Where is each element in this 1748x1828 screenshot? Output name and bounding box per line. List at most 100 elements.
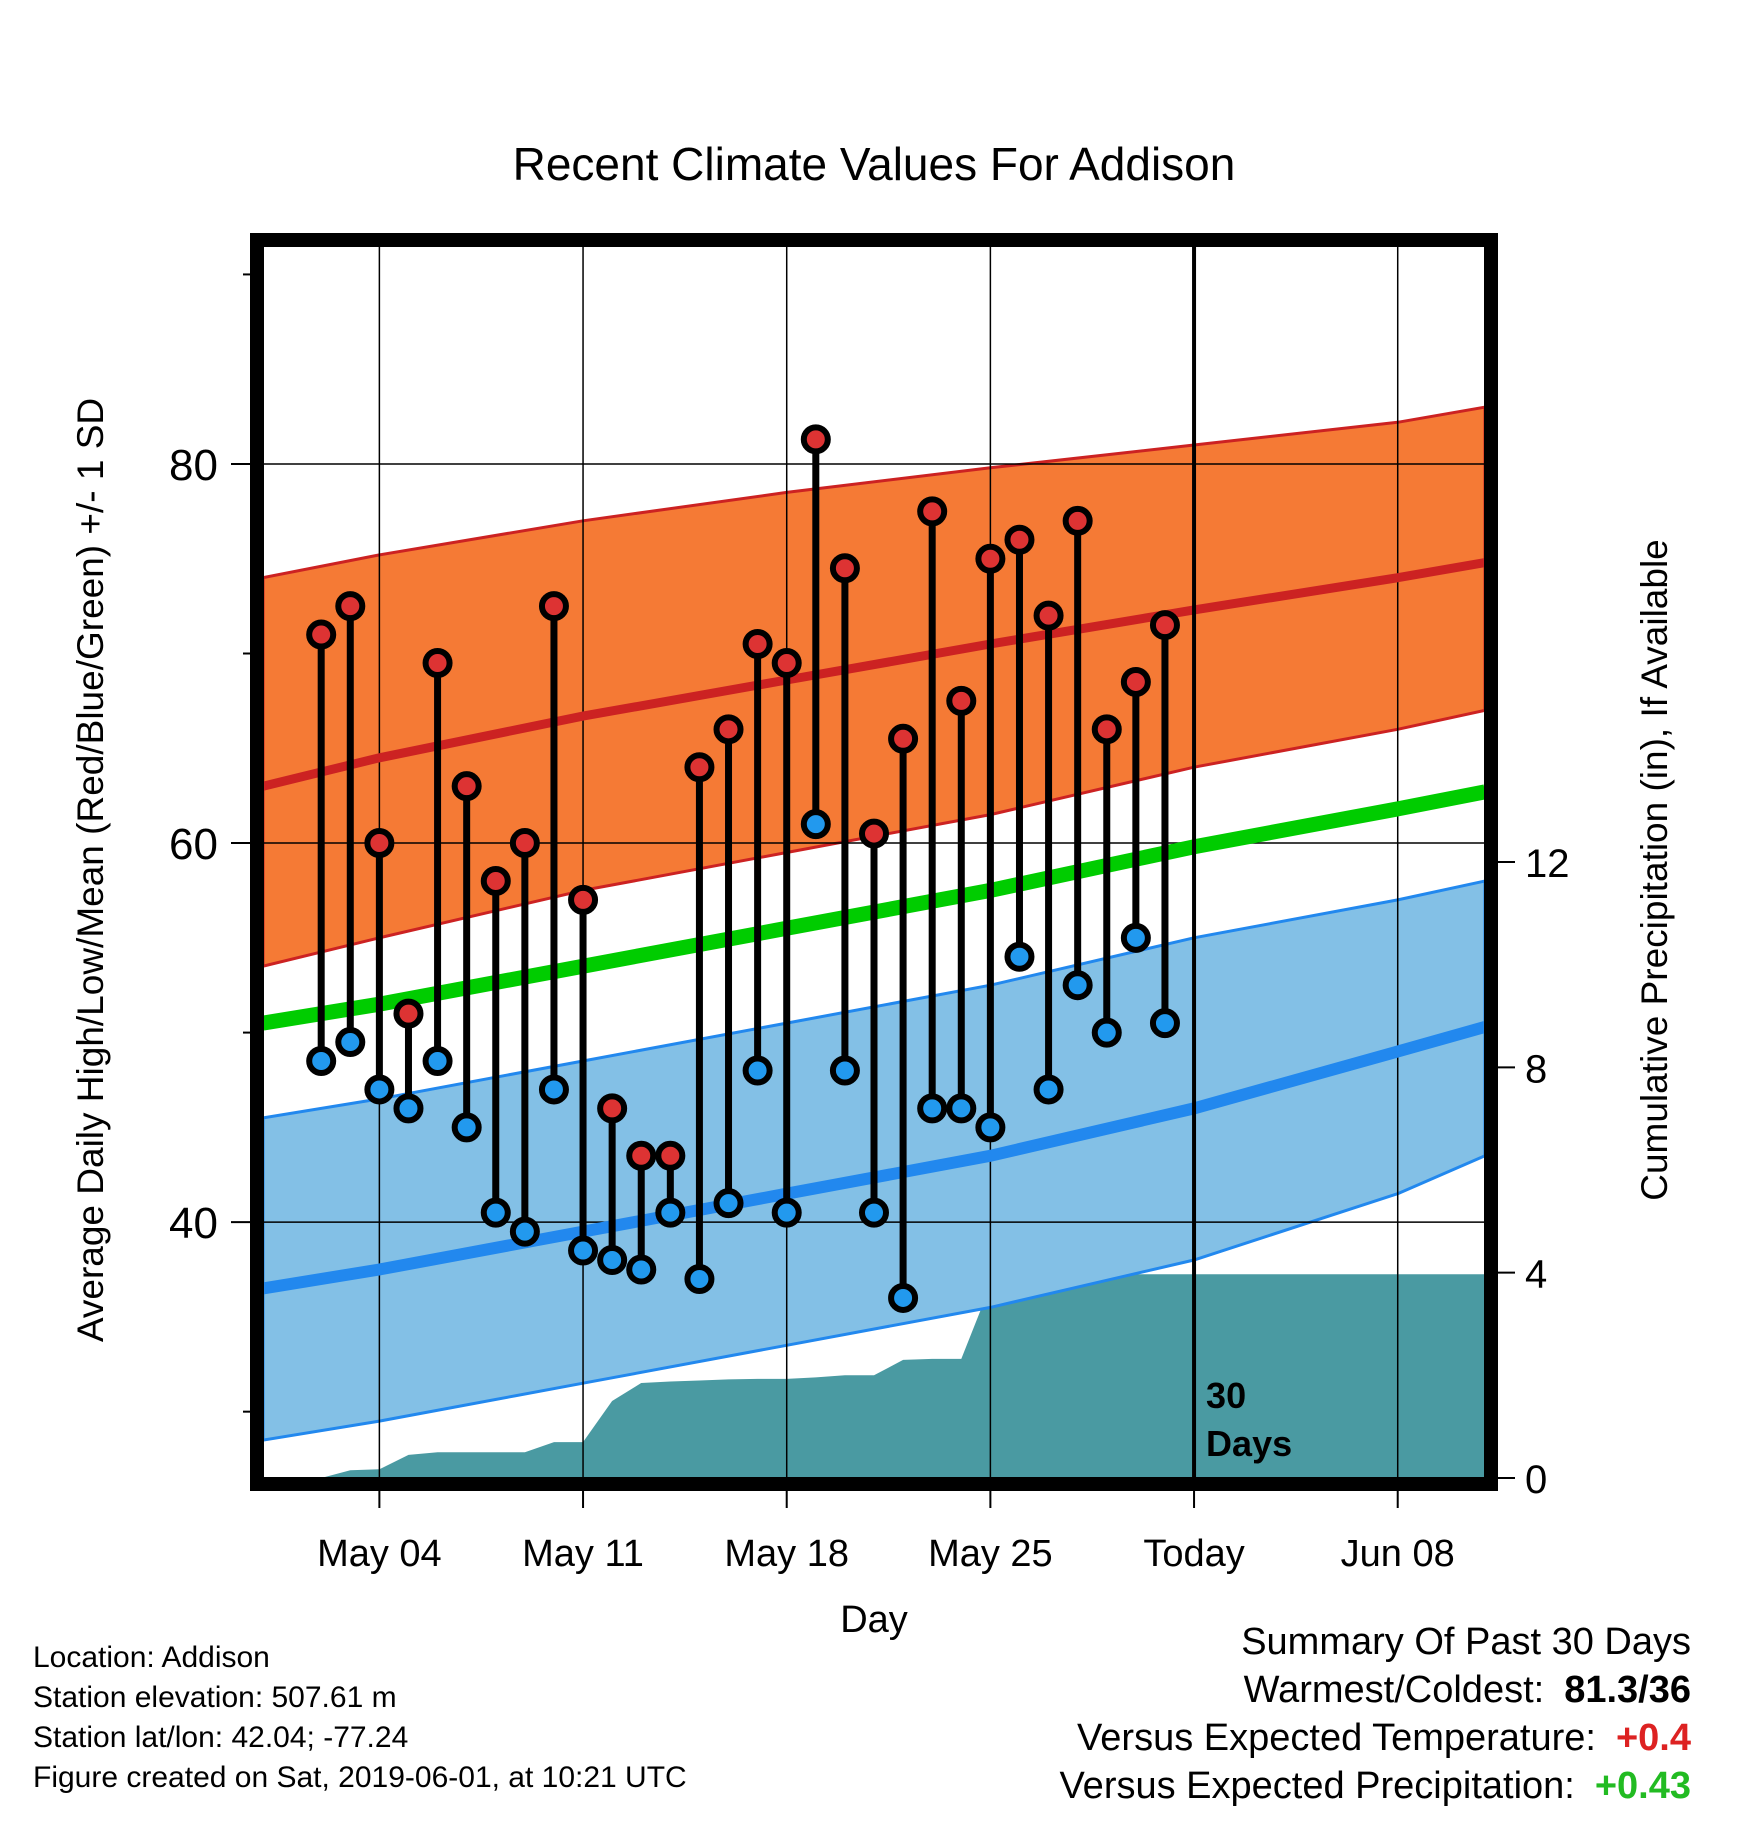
low-point [975,1112,1006,1143]
low-point [713,1188,744,1219]
low-point [917,1093,948,1124]
high-point [335,591,366,622]
low-point [888,1282,919,1313]
high-point [946,685,977,716]
high-point [451,771,482,802]
low-point [306,1046,337,1077]
summary-precip-row: Versus Expected Precipitation: +0.43 [1059,1762,1691,1810]
plot-area: 30 Days [263,246,1485,1478]
high-point [742,629,773,660]
low-point [364,1074,395,1105]
low-point [1062,970,1093,1001]
y-right-tick-label: 12 [1525,842,1570,886]
precip-area [292,1274,1485,1478]
normal-mean-line [263,784,1485,1031]
temp-label: Versus Expected Temperature: [1077,1717,1596,1759]
normal-high-line [263,558,1485,791]
precip-label: Versus Expected Precipitation: [1059,1765,1575,1807]
high-point [364,828,395,859]
precip-value: +0.43 [1594,1765,1691,1807]
high-point [626,1140,657,1171]
summary-warmest-row: Warmest/Coldest: 81.3/36 [1059,1666,1691,1714]
high-point [509,828,540,859]
low-point [1004,941,1035,972]
low-point [859,1197,889,1228]
low-point [626,1254,657,1285]
low-point [393,1093,424,1124]
high-point [1004,524,1035,555]
latlon-text: Station lat/lon: 42.04; -77.24 [33,1721,409,1754]
high-point [888,723,919,754]
x-tick-label: May 25 [928,1533,1053,1575]
low-point [538,1074,569,1105]
y-right-tick-label: 4 [1525,1253,1547,1297]
summary-heading: Summary Of Past 30 Days [1241,1621,1691,1663]
elevation-text: Station elevation: 507.61 m [33,1681,397,1714]
low-point [1033,1074,1064,1105]
low-point [742,1055,773,1086]
high-point [771,647,802,678]
high-point [713,714,744,745]
location-text: Location: Addison [33,1641,270,1674]
low-point [1149,1008,1180,1039]
low-point [684,1263,715,1294]
station-info: Location: Addison Station elevation: 507… [33,1638,687,1798]
low-point [509,1216,540,1247]
y-left-tick-label: 40 [169,1199,218,1248]
low-point [946,1093,977,1124]
high-point [568,884,599,915]
warmest-label: Warmest/Coldest: [1243,1669,1545,1711]
today-label-line2: Days [1206,1423,1292,1464]
normal-high-sd-band [263,405,1485,968]
low-point [335,1027,366,1058]
warmest-value: 81.3/36 [1564,1669,1691,1711]
low-point [597,1245,628,1276]
high-point [422,647,453,678]
y-right-tick-label: 0 [1525,1458,1547,1502]
summary-temp-row: Versus Expected Temperature: +0.4 [1059,1714,1691,1762]
x-tick-label: Today [1143,1533,1244,1575]
x-tick-label: May 11 [522,1533,644,1575]
high-point [859,818,889,849]
x-tick-label: Jun 08 [1341,1533,1455,1575]
low-point [480,1197,511,1228]
x-tick-label: May 04 [317,1533,442,1575]
summary-panel: Summary Of Past 30 Days Warmest/Coldest:… [1059,1618,1691,1810]
low-point [655,1197,686,1228]
high-point [1062,505,1093,536]
y-left-tick-label: 80 [169,441,218,490]
x-axis-label: Day [840,1599,908,1641]
high-point [306,619,337,650]
y-axis-label-left: Average Daily High/Low/Mean (Red/Blue/Gr… [70,398,111,1342]
y-left-tick-label: 60 [169,820,218,869]
low-point [829,1055,860,1086]
high-point [1091,714,1122,745]
high-point [800,424,831,455]
high-point [975,543,1006,574]
normal-low-line [263,1021,1485,1295]
low-point [1120,922,1151,953]
y-axis-label-right: Cumulative Precipitation (in), If Availa… [1634,539,1675,1201]
high-point [655,1140,686,1171]
high-point [393,998,424,1029]
x-tick-label: May 18 [724,1533,849,1575]
low-point [451,1112,482,1143]
created-text: Figure created on Sat, 2019-06-01, at 10… [33,1761,687,1794]
high-point [1033,600,1064,631]
high-point [684,752,715,783]
high-point [597,1093,628,1124]
high-point [1120,666,1151,697]
high-point [1149,610,1180,641]
low-point [800,809,831,840]
today-label-line1: 30 [1206,1375,1246,1416]
y-right-tick-label: 8 [1525,1047,1547,1091]
high-point [917,496,948,527]
chart-title: Recent Climate Values For Addison [513,138,1236,190]
low-point [422,1046,453,1077]
low-point [568,1235,599,1266]
temp-value: +0.4 [1615,1717,1691,1759]
low-point [1091,1017,1122,1048]
high-point [480,865,511,896]
high-point [538,591,569,622]
